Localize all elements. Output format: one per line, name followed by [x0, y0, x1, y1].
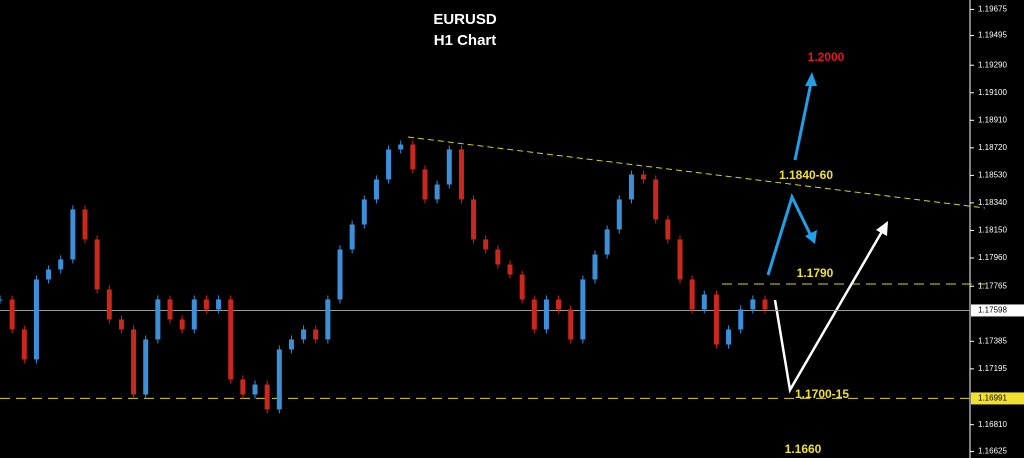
candle-body [373, 179, 379, 200]
candle-body [155, 299, 161, 340]
y-tick-label: 1.16810 [978, 420, 1007, 429]
candle-body [543, 299, 549, 330]
white-arrow-head [876, 221, 888, 236]
candle-body [288, 339, 294, 350]
trend-line [407, 136, 986, 209]
candle-body [519, 274, 525, 300]
candle-body [483, 239, 489, 250]
candle-body [458, 149, 464, 200]
candle-body [665, 219, 671, 240]
candle-body [653, 179, 659, 220]
candle-body [94, 239, 100, 290]
candle-body [580, 279, 586, 340]
blue-arrow-head [805, 72, 817, 86]
candle-body [46, 269, 52, 280]
candle-body [0, 299, 3, 301]
candle-body [203, 299, 209, 310]
candle-body [495, 249, 501, 265]
current-price-tag [971, 304, 1024, 317]
candle-body [21, 329, 27, 360]
blue-arrow [766, 192, 814, 276]
candle-body [361, 199, 367, 225]
y-tick-label: 1.18910 [978, 115, 1007, 124]
candle-body [713, 294, 719, 345]
candle-body [325, 299, 331, 340]
candle-body [641, 174, 647, 180]
candle-body [726, 329, 732, 345]
annotation: 1.1840-60 [779, 168, 833, 182]
y-tick-label: 1.19495 [978, 31, 1007, 40]
y-tick-label: 1.19100 [978, 88, 1007, 97]
candle-body [264, 384, 270, 410]
candle-body [410, 144, 416, 170]
annotation: 1.1660 [785, 442, 822, 456]
candle-body [118, 319, 124, 330]
candle-body [689, 279, 695, 310]
candle-body [9, 299, 15, 330]
candle-body [228, 299, 234, 380]
candle-body [70, 209, 76, 260]
candle-body [313, 329, 319, 340]
candle-body [131, 329, 137, 395]
candle-body [507, 264, 513, 275]
candle-body [301, 329, 307, 340]
candle-body [386, 149, 392, 180]
level-price-tag [971, 392, 1024, 405]
candle-body [592, 254, 598, 280]
current-price-label: 1.17598 [978, 306, 1007, 315]
y-tick-label: 1.19675 [978, 5, 1007, 14]
candle-body [240, 379, 246, 395]
annotation: 1.1790 [797, 266, 834, 280]
candle-body [750, 299, 756, 310]
annotation: 1.2000 [808, 50, 845, 64]
candle-body [167, 299, 173, 320]
candle-body [349, 224, 355, 250]
candle-body [762, 299, 768, 310]
y-tick-label: 1.17385 [978, 336, 1007, 345]
candle-body [179, 319, 185, 330]
candle-body [33, 279, 39, 360]
candle-body [446, 149, 452, 185]
candle-body [531, 299, 537, 330]
candle-body [337, 249, 343, 300]
candle-body [422, 169, 428, 200]
candle-body [471, 199, 477, 240]
level-price-label: 1.16991 [978, 394, 1007, 403]
white-arrow [773, 227, 886, 394]
candle-body [106, 289, 112, 320]
candle-body [82, 209, 88, 240]
candle-body [276, 349, 282, 410]
y-tick-label: 1.18530 [978, 170, 1007, 179]
candle-body [58, 259, 64, 270]
chart-subtitle: H1 Chart [434, 32, 497, 49]
annotation: 1.1700-15 [795, 387, 849, 401]
y-tick-label: 1.17765 [978, 281, 1007, 290]
y-tick-label: 1.17195 [978, 364, 1007, 373]
y-tick-label: 1.16625 [978, 447, 1007, 456]
candle-body [701, 294, 707, 310]
candle-body [677, 239, 683, 280]
candle-body [191, 299, 197, 330]
candle-body [738, 309, 744, 330]
candle-body [143, 339, 149, 395]
y-tick-label: 1.18150 [978, 226, 1007, 235]
blue-arrow [793, 77, 814, 161]
y-tick-label: 1.19290 [978, 60, 1007, 69]
candle-body [216, 299, 222, 310]
candle-body [398, 144, 404, 150]
candle-body [556, 299, 562, 310]
y-tick-label: 1.17960 [978, 253, 1007, 262]
candle-body [604, 229, 610, 255]
y-tick-label: 1.18720 [978, 143, 1007, 152]
candle-body [568, 309, 574, 340]
candle-body [628, 174, 634, 200]
candle-body [616, 199, 622, 230]
blue-arrow-head [805, 230, 817, 244]
candle-body [252, 384, 258, 395]
chart-title: EURUSD [433, 11, 497, 28]
y-tick-label: 1.18340 [978, 198, 1007, 207]
candle-body [434, 184, 440, 200]
